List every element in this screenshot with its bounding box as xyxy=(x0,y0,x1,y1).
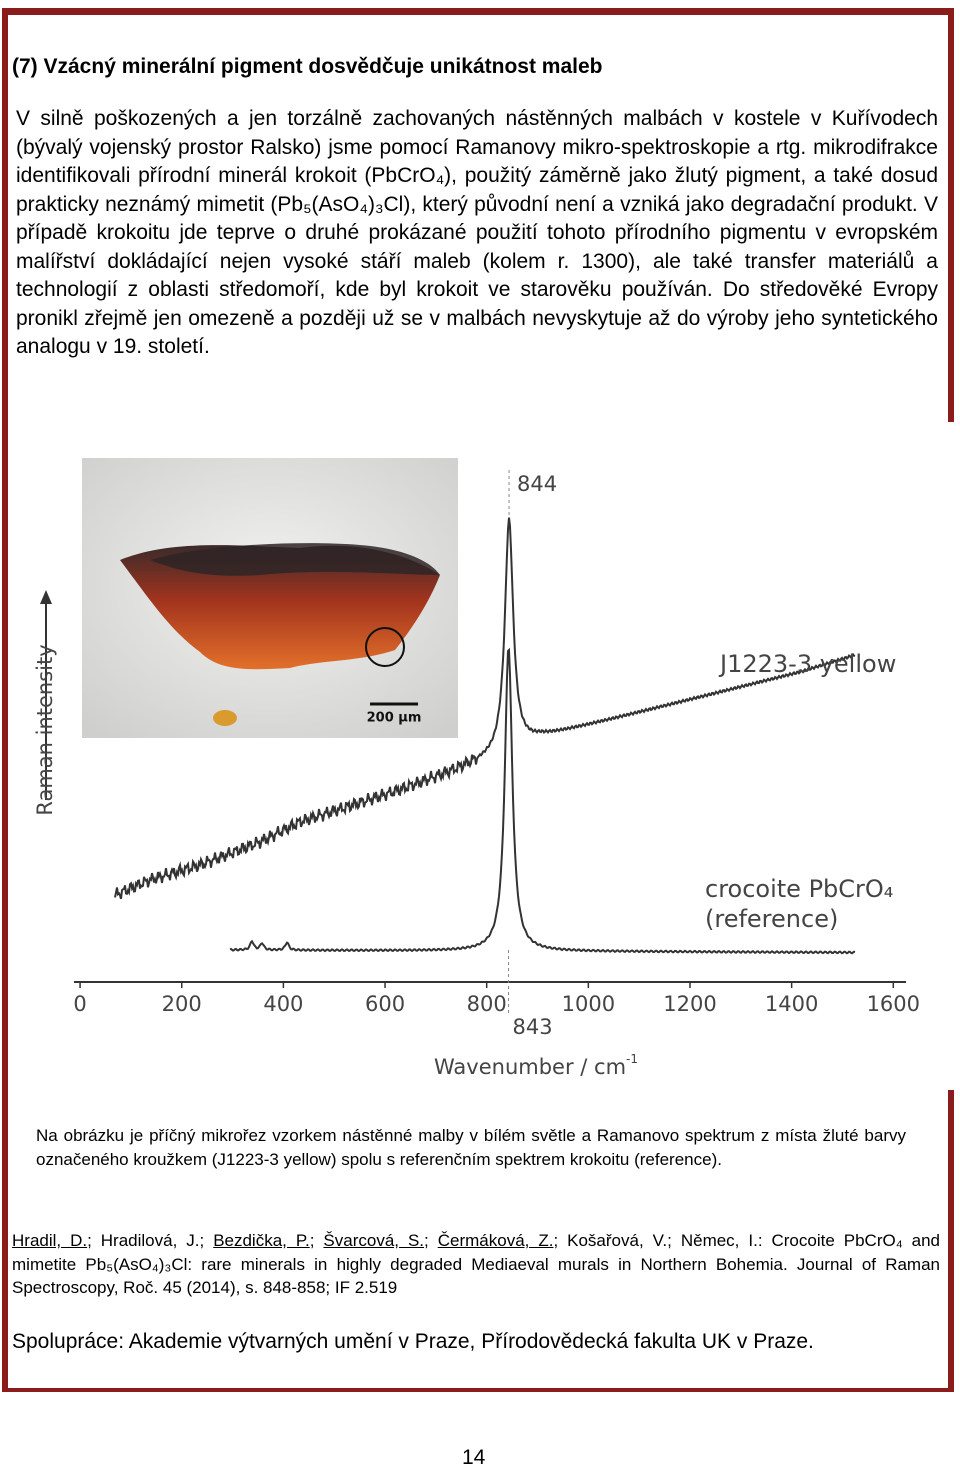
figure: 200 µm Raman intensity Wavenumber / cm-1… xyxy=(33,458,920,1079)
author-link: Švarcová, S. xyxy=(323,1231,425,1250)
scale-bar-label: 200 µm xyxy=(367,711,422,726)
x-axis-label-exponent: -1 xyxy=(626,1052,638,1066)
spectrum-chart: Raman intensity Wavenumber / cm-1 0 200 40… xyxy=(33,470,920,1079)
reference-text: ; Košařová, V.; Němec, I.: Crocoite PbCr… xyxy=(12,1231,940,1297)
dark-layer xyxy=(150,543,440,576)
series-label: (reference) xyxy=(705,905,838,933)
x-tick-label: 1400 xyxy=(765,992,818,1016)
x-tick-label: 0 xyxy=(73,992,86,1016)
reference-text: ; Hradilová, J.; xyxy=(87,1231,214,1250)
frame-bottom xyxy=(2,1388,954,1392)
author-link: Čermáková, Z. xyxy=(437,1231,554,1250)
x-tick-label: 1200 xyxy=(663,992,716,1016)
paragraph: V silně poškozených a jen torzálně zacho… xyxy=(16,107,938,358)
arrow-head xyxy=(40,590,52,604)
x-axis-label: Wavenumber / cm-1 xyxy=(434,1052,638,1080)
series-label: J1223-3 yellow xyxy=(718,650,896,678)
marker-circle xyxy=(365,627,405,667)
reference-text: ; xyxy=(424,1231,438,1250)
sample-spectrum xyxy=(114,517,856,900)
frame-right xyxy=(948,8,954,422)
reference-text: ; xyxy=(309,1231,324,1250)
author-link: Hradil, D. xyxy=(12,1231,88,1250)
author-link: Bezdička, P. xyxy=(213,1231,310,1250)
x-tick-label: 1000 xyxy=(562,992,615,1016)
reference-spectrum xyxy=(229,647,856,955)
figure-caption: Na obrázku je příčný mikrořez vzorkem ná… xyxy=(36,1126,906,1169)
x-axis-label-text: Wavenumber / cm xyxy=(434,1055,626,1079)
peak-label: 844 xyxy=(517,472,557,496)
micrograph: 200 µm xyxy=(82,458,458,738)
reference: Hradil, D.; Hradilová, J.; Bezdička, P.;… xyxy=(12,1229,940,1300)
x-tick-label: 800 xyxy=(467,992,507,1016)
paint-layer xyxy=(120,545,440,670)
frame-left xyxy=(2,8,8,1392)
x-tick-label: 1600 xyxy=(867,992,920,1016)
y-axis-label: Raman intensity xyxy=(33,644,57,815)
x-tick-label: 200 xyxy=(162,992,202,1016)
yellow-grain xyxy=(213,710,237,726)
peak-label: 843 xyxy=(513,1015,553,1039)
cooperation: Spolupráce: Akademie výtvarných umění v … xyxy=(12,1330,814,1353)
x-tick-label: 600 xyxy=(365,992,405,1016)
frame-right xyxy=(948,1090,954,1392)
x-tick-label: 400 xyxy=(263,992,303,1016)
page-number: 14 xyxy=(462,1446,486,1469)
series-label: crocoite PbCrO₄ xyxy=(705,875,893,903)
heading: (7) Vzácný minerální pigment dosvědčuje … xyxy=(12,55,603,78)
frame-top xyxy=(2,8,954,15)
